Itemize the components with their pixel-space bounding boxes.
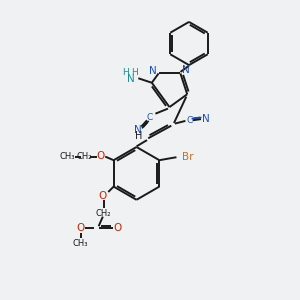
Text: H: H <box>131 68 138 77</box>
Text: H: H <box>122 68 129 77</box>
Text: CH₂: CH₂ <box>76 152 92 161</box>
Text: CH₂: CH₂ <box>96 208 112 217</box>
Text: H: H <box>135 131 142 141</box>
Text: N: N <box>134 125 142 135</box>
Text: N: N <box>149 66 157 76</box>
Text: C: C <box>186 116 192 125</box>
Text: O: O <box>114 223 122 233</box>
Text: N: N <box>202 113 209 124</box>
Text: N: N <box>127 74 135 84</box>
Text: CH₃: CH₃ <box>73 239 88 248</box>
Text: O: O <box>76 223 85 233</box>
Text: CH₃: CH₃ <box>59 152 75 161</box>
Text: O: O <box>99 191 107 201</box>
Text: C: C <box>146 113 152 122</box>
Text: Br: Br <box>182 152 194 162</box>
Text: N: N <box>182 65 189 76</box>
Text: O: O <box>96 151 104 161</box>
